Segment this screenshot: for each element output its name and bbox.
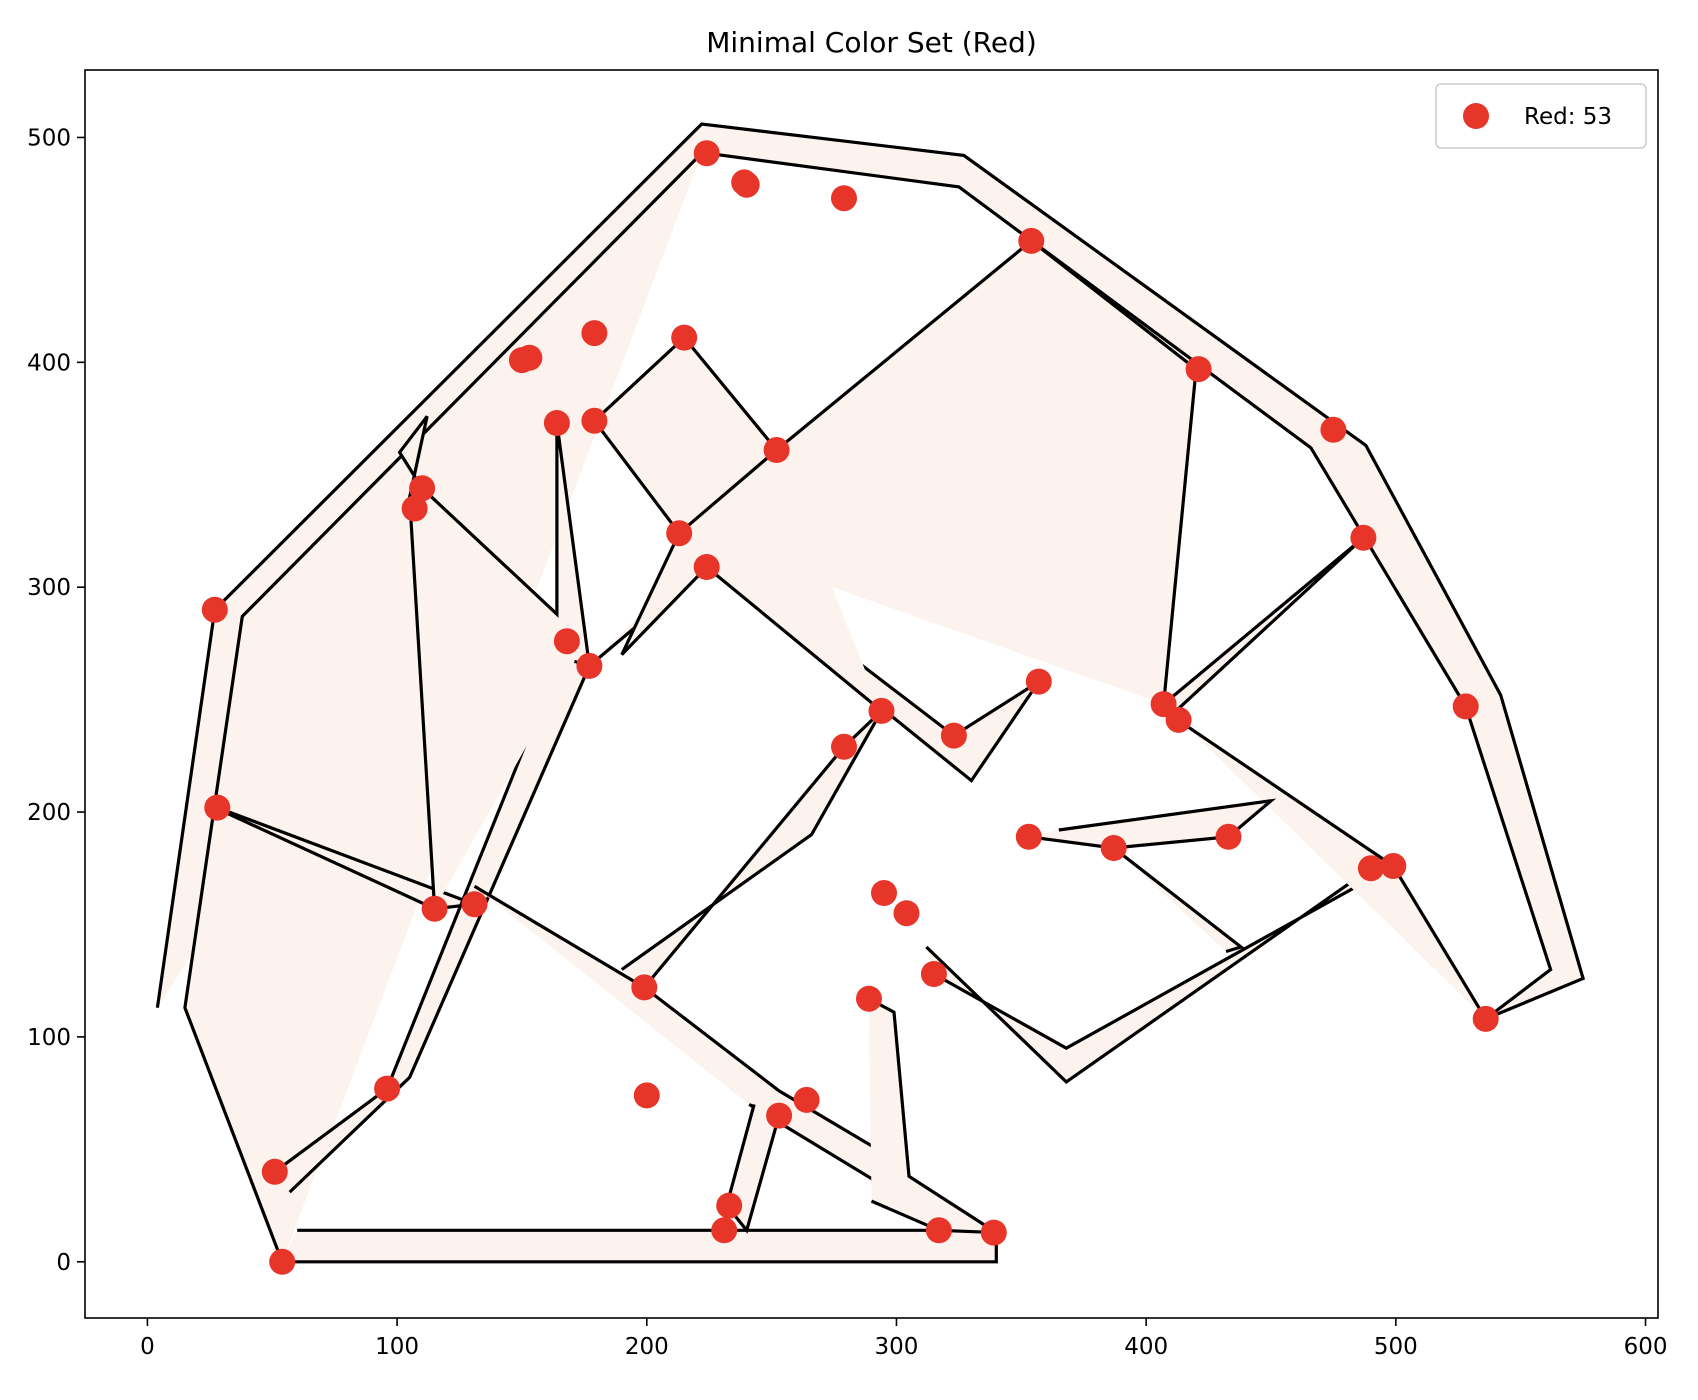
red-point — [831, 185, 857, 212]
red-point — [261, 1158, 288, 1185]
road-segment — [473, 884, 900, 1181]
red-point — [831, 733, 857, 760]
x-tick-label: 0 — [140, 1334, 155, 1360]
red-point — [793, 1086, 820, 1113]
red-point — [856, 985, 882, 1012]
red-point — [631, 974, 658, 1001]
red-point — [1100, 835, 1127, 861]
x-tick-label: 400 — [1124, 1334, 1168, 1360]
x-tick-label: 300 — [875, 1334, 919, 1360]
road-segment — [214, 806, 476, 911]
red-point — [1320, 416, 1347, 443]
red-point — [693, 140, 720, 167]
y-tick-label: 400 — [27, 350, 71, 376]
y-tick-label: 500 — [27, 125, 71, 151]
red-point — [1025, 668, 1052, 695]
red-point — [576, 652, 603, 679]
y-axis: 0 100 200 300 400 500 — [27, 125, 85, 1276]
x-tick-label: 100 — [375, 1334, 419, 1360]
red-point — [1185, 356, 1212, 383]
red-point — [1165, 706, 1192, 733]
red-point — [871, 880, 897, 906]
red-point — [581, 407, 608, 434]
x-axis: 0 100 200 300 400 500 600 — [140, 1318, 1667, 1360]
y-tick-label: 0 — [56, 1250, 71, 1276]
red-point — [633, 1082, 660, 1109]
y-tick-label: 300 — [27, 575, 71, 601]
axes-frame — [84, 69, 1659, 1319]
red-point — [925, 1217, 952, 1244]
legend-box — [1435, 83, 1647, 149]
red-point — [666, 520, 693, 547]
x-tick-label: 200 — [625, 1334, 669, 1360]
red-point — [543, 410, 570, 436]
red-point — [201, 596, 228, 623]
red-point — [733, 171, 760, 198]
red-point — [766, 1102, 793, 1129]
plot-area — [155, 122, 1586, 1275]
red-point — [421, 895, 448, 922]
legend-marker — [1463, 103, 1489, 129]
road-segment — [1112, 846, 1245, 954]
red-point — [1357, 855, 1384, 882]
red-point — [553, 628, 580, 655]
red-point — [581, 320, 608, 347]
red-point — [763, 437, 790, 463]
red-point — [940, 722, 967, 749]
red-point — [711, 1217, 738, 1244]
red-point — [409, 475, 436, 502]
red-point — [1472, 1005, 1499, 1032]
y-tick-label: 100 — [27, 1025, 71, 1051]
road-segment — [620, 448, 883, 713]
red-point — [1350, 524, 1377, 551]
red-point — [516, 344, 543, 371]
y-tick-label: 200 — [27, 800, 71, 826]
red-point — [716, 1192, 743, 1219]
red-point — [1018, 227, 1045, 254]
red-point — [893, 900, 920, 927]
red-point — [401, 495, 428, 522]
red-point — [461, 891, 488, 918]
x-tick-label: 600 — [1624, 1334, 1668, 1360]
red-point — [868, 697, 895, 724]
red-point — [671, 324, 698, 351]
red-point — [269, 1248, 296, 1275]
legend: Red: 53 — [1435, 83, 1647, 149]
road-segment — [282, 1228, 998, 1264]
red-point — [980, 1219, 1007, 1246]
red-point — [1452, 693, 1479, 720]
red-point — [920, 961, 947, 987]
red-point — [1380, 853, 1407, 879]
red-point — [204, 794, 231, 821]
red-point — [693, 554, 720, 580]
red-point — [1215, 823, 1242, 850]
x-tick-label: 500 — [1374, 1334, 1418, 1360]
red-points-series — [201, 140, 1499, 1275]
red-point — [374, 1075, 401, 1102]
chart-title: Minimal Color Set (Red) — [706, 26, 1037, 59]
legend-label: Red: 53 — [1524, 104, 1612, 130]
red-point — [1015, 823, 1042, 850]
